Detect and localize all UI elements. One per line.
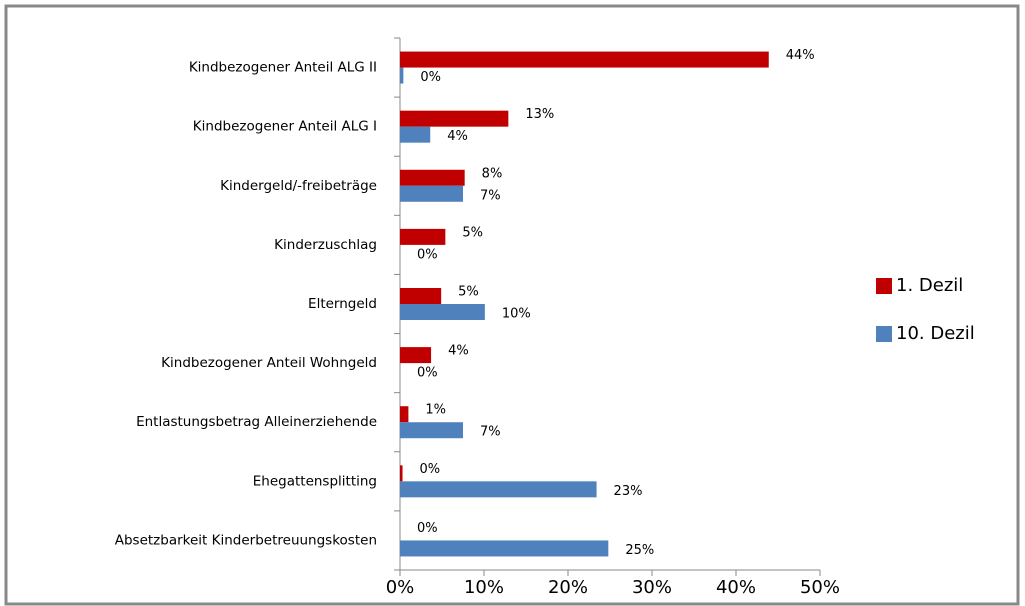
x-tick-label: 50%	[800, 577, 840, 598]
y-tick-label: Kindergeld/-freibeträge	[220, 178, 377, 194]
y-tick-label: Entlastungsbetrag Alleinerziehende	[136, 414, 377, 430]
bar	[400, 481, 597, 498]
value-label: 13%	[525, 107, 554, 122]
x-tick-label: 30%	[632, 577, 672, 598]
value-label: 7%	[480, 188, 501, 203]
bar	[400, 110, 509, 127]
value-label: 0%	[417, 247, 438, 262]
value-label: 7%	[480, 425, 501, 440]
bar	[400, 228, 446, 245]
legend-label: 10. Dezil	[896, 323, 975, 344]
y-tick-label: Elterngeld	[308, 296, 377, 312]
y-tick-label: Kindbezogener Anteil ALG I	[193, 119, 377, 135]
value-label: 0%	[417, 521, 438, 536]
bar	[400, 304, 485, 320]
bar	[400, 51, 769, 68]
x-tick-label: 0%	[386, 577, 415, 598]
bar	[400, 347, 432, 364]
value-label: 5%	[458, 285, 479, 300]
bar	[400, 126, 431, 143]
y-tick-label: Kinderzuschlag	[274, 237, 377, 253]
bar	[400, 465, 403, 482]
y-tick-label: Kindbezogener Anteil ALG II	[189, 60, 377, 76]
bar	[400, 540, 609, 557]
value-label: 0%	[420, 462, 441, 477]
value-label: 4%	[447, 129, 468, 144]
value-label: 1%	[425, 403, 446, 418]
value-label: 0%	[420, 70, 441, 85]
value-label: 25%	[625, 543, 654, 558]
chart-frame	[4, 4, 1020, 606]
legend-swatch	[876, 278, 892, 294]
y-tick-label: Kindbezogener Anteil Wohngeld	[161, 355, 377, 371]
value-label: 23%	[614, 484, 643, 499]
y-tick-label: Ehegattensplitting	[253, 473, 377, 489]
y-tick-label: Absetzbarkeit Kinderbetreuungskosten	[115, 532, 377, 548]
x-tick-label: 10%	[464, 577, 504, 598]
bar	[400, 67, 404, 84]
x-tick-label: 40%	[716, 577, 756, 598]
legend-label: 1. Dezil	[896, 275, 963, 296]
value-label: 44%	[786, 48, 815, 63]
value-label: 4%	[448, 344, 469, 359]
value-label: 0%	[417, 366, 438, 381]
legend-swatch	[876, 326, 892, 342]
bar	[400, 288, 442, 304]
bar	[400, 169, 465, 186]
value-label: 10%	[502, 307, 531, 322]
value-label: 5%	[462, 225, 483, 240]
bar	[400, 406, 409, 423]
bar	[400, 422, 463, 439]
value-label: 8%	[482, 166, 503, 181]
bar	[400, 185, 463, 202]
x-tick-label: 20%	[548, 577, 588, 598]
